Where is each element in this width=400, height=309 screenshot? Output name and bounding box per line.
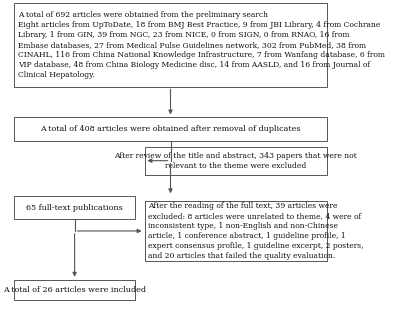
FancyBboxPatch shape <box>144 201 326 261</box>
Text: A total of 692 articles were obtained from the preliminary search
Eight articles: A total of 692 articles were obtained fr… <box>18 11 385 79</box>
Text: A total of 26 articles were included: A total of 26 articles were included <box>3 286 146 294</box>
Text: After review of the title and abstract, 343 papers that were not
relevant to the: After review of the title and abstract, … <box>114 152 357 170</box>
Text: After the reading of the full text, 39 articles were
excluded: 8 articles were u: After the reading of the full text, 39 a… <box>148 202 364 260</box>
Text: A total of 408 articles were obtained after removal of duplicates: A total of 408 articles were obtained af… <box>40 125 301 133</box>
FancyBboxPatch shape <box>14 196 135 219</box>
FancyBboxPatch shape <box>14 117 326 141</box>
Text: 65 full-text publications: 65 full-text publications <box>26 204 123 212</box>
FancyBboxPatch shape <box>14 280 135 300</box>
FancyBboxPatch shape <box>144 147 326 175</box>
FancyBboxPatch shape <box>14 3 326 87</box>
